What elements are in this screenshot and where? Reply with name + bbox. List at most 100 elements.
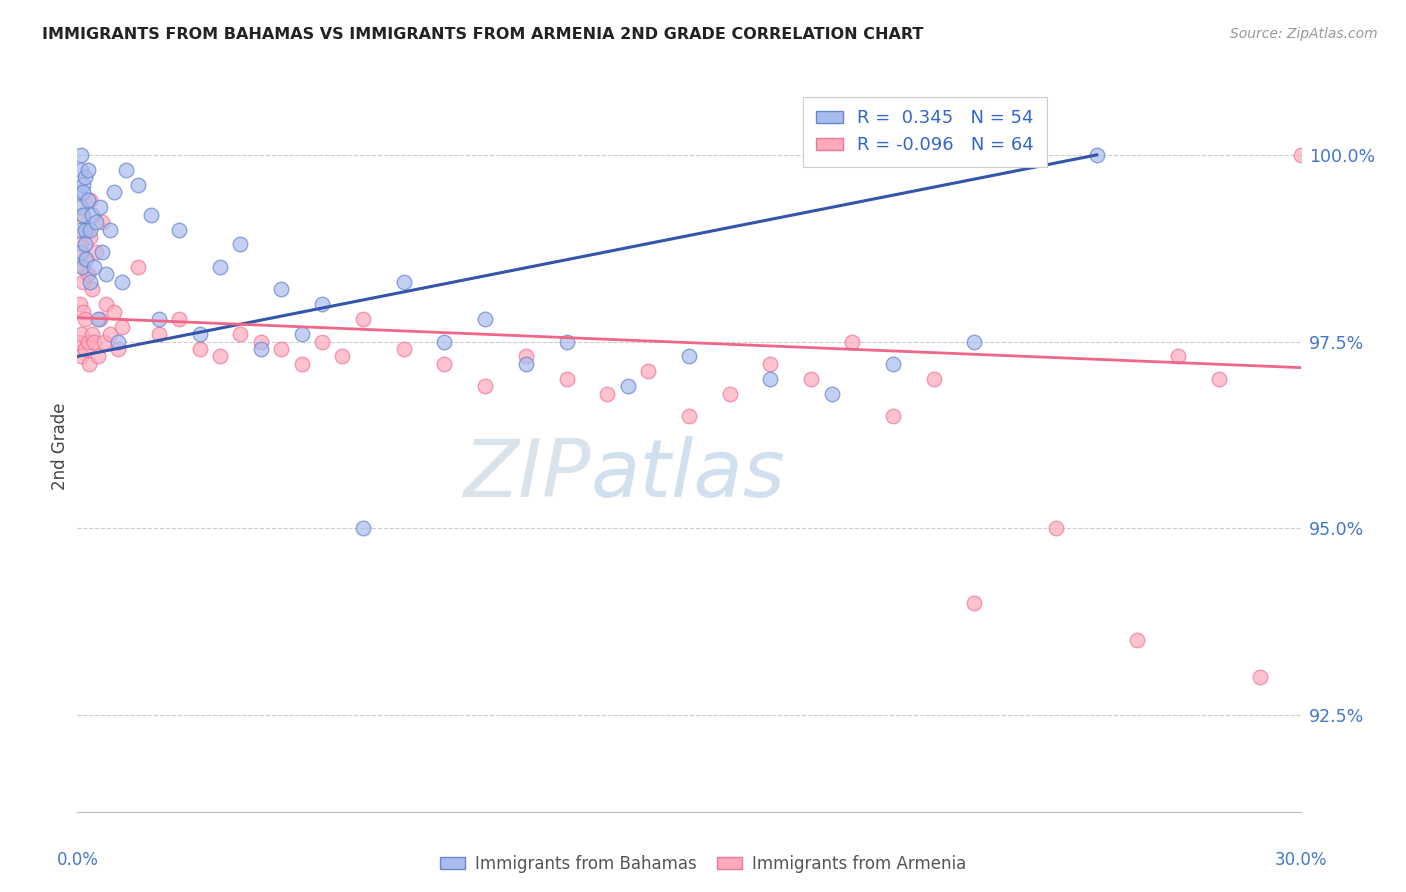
Point [392,275,415,289]
Point [1085,148,1108,162]
Point [93,334,115,349]
Point [678,409,700,424]
Point [69,244,91,259]
Text: 0.0%: 0.0% [56,851,98,869]
Point [555,334,578,349]
Point [67,186,90,200]
Point [77,357,100,371]
Point [70,200,93,214]
Point [882,409,904,424]
Point [1208,372,1230,386]
Point [188,326,211,341]
Point [94,268,117,282]
Point [67,334,90,349]
Point [90,215,112,229]
Point [75,222,97,236]
Point [352,521,374,535]
Point [111,319,134,334]
Point [169,222,191,236]
Point [79,275,101,289]
Point [103,186,125,200]
Point [72,260,94,274]
Point [963,596,986,610]
Point [148,312,170,326]
Point [75,237,97,252]
Point [718,386,741,401]
Point [270,342,292,356]
Point [1249,670,1271,684]
Point [1289,148,1312,162]
Point [332,350,354,364]
Point [963,334,986,349]
Point [76,193,98,207]
Text: atlas: atlas [591,436,786,515]
Point [79,222,101,236]
Point [83,334,105,349]
Point [433,334,456,349]
Point [290,326,312,341]
Point [352,312,374,326]
Point [79,193,101,207]
Point [75,170,97,185]
Point [87,312,110,326]
Point [250,342,273,356]
Point [70,237,93,252]
Point [80,326,103,341]
Point [69,297,91,311]
Point [169,312,191,326]
Point [70,260,93,274]
Point [75,252,97,267]
Point [72,275,94,289]
Text: IMMIGRANTS FROM BAHAMAS VS IMMIGRANTS FROM ARMENIA 2ND GRADE CORRELATION CHART: IMMIGRANTS FROM BAHAMAS VS IMMIGRANTS FR… [42,27,924,42]
Point [311,297,333,311]
Point [392,342,415,356]
Point [148,326,170,341]
Point [70,208,93,222]
Point [76,334,98,349]
Point [70,148,93,162]
Point [208,350,231,364]
Y-axis label: 2nd Grade: 2nd Grade [51,402,69,490]
Point [69,326,91,341]
Point [841,334,863,349]
Point [311,334,333,349]
Legend: Immigrants from Bahamas, Immigrants from Armenia: Immigrants from Bahamas, Immigrants from… [433,848,973,880]
Point [72,208,94,222]
Point [75,312,97,326]
Point [94,297,117,311]
Point [89,200,111,214]
Point [115,162,138,177]
Point [617,379,640,393]
Text: 30.0%: 30.0% [1274,851,1327,869]
Point [80,208,103,222]
Point [70,350,93,364]
Point [69,222,91,236]
Point [127,260,149,274]
Point [72,178,94,192]
Point [290,357,312,371]
Point [87,350,110,364]
Point [90,244,112,259]
Point [555,372,578,386]
Point [208,260,231,274]
Point [678,350,700,364]
Point [474,379,496,393]
Point [637,364,659,378]
Point [72,186,94,200]
Point [270,282,292,296]
Point [107,334,129,349]
Point [72,304,94,318]
Point [596,386,619,401]
Point [89,312,111,326]
Point [73,252,96,267]
Point [84,244,107,259]
Legend: R =  0.345   N = 54, R = -0.096   N = 64: R = 0.345 N = 54, R = -0.096 N = 64 [803,96,1047,167]
Point [1045,521,1067,535]
Point [83,260,105,274]
Text: ZIP: ZIP [464,436,591,515]
Point [229,326,252,341]
Point [759,357,782,371]
Point [515,357,537,371]
Point [882,357,904,371]
Point [474,312,496,326]
